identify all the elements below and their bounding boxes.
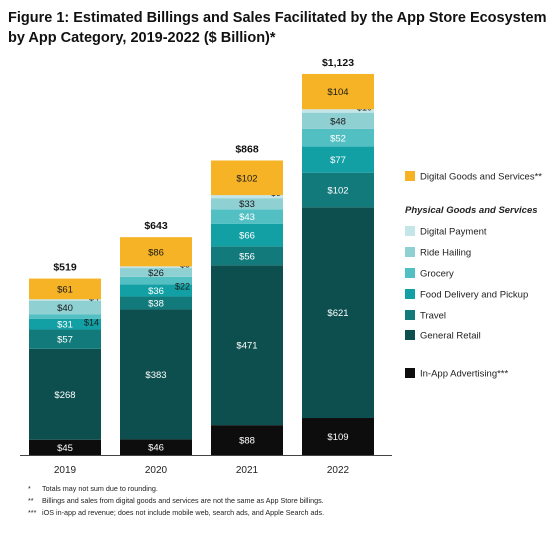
- data-label-grocery-2019: $14: [84, 318, 99, 328]
- data-label-in-app-advertising-2022: $109: [327, 432, 348, 443]
- data-label-in-app-advertising-2021: $88: [239, 436, 255, 447]
- legend-swatch-ride-hailing: [405, 247, 415, 257]
- total-label-2022: $1,123: [322, 57, 354, 69]
- legend-label-travel: Travel: [420, 311, 446, 322]
- total-label-2019: $519: [53, 262, 77, 274]
- data-label-grocery-2021: $43: [239, 212, 255, 223]
- data-label-ride-hailing-2022: $48: [330, 116, 346, 127]
- data-label-general-retail-2019: $268: [54, 390, 75, 401]
- legend-label-food-delivery-and-pickup: Food Delivery and Pickup: [420, 290, 528, 301]
- data-label-grocery-2022: $52: [330, 133, 346, 144]
- data-label-food-delivery-and-pickup-2022: $77: [330, 155, 346, 166]
- bar-segment-digital-payment-2019: [29, 299, 101, 301]
- legend-label-grocery: Grocery: [420, 269, 454, 280]
- legend-swatch-digital-goods-and-services: [405, 171, 415, 181]
- data-label-food-delivery-and-pickup-2019: $31: [57, 320, 73, 331]
- legend-swatch-digital-payment: [405, 226, 415, 236]
- footnote-2-text: Billings and sales from digital goods an…: [42, 496, 324, 505]
- bar-segment-in-app-advertising-2021: [211, 425, 283, 455]
- bar-segment-general-retail-2020: [120, 309, 192, 440]
- footnote-1-text: Totals may not sum due to rounding.: [42, 484, 158, 493]
- footnote-3-mark: ***: [28, 508, 37, 517]
- footnote-3: *** iOS in-app ad revenue; does not incl…: [28, 507, 548, 519]
- bar-segment-digital-payment-2022: [302, 109, 374, 113]
- bar-segment-food-delivery-and-pickup-2019: [29, 318, 101, 330]
- legend-swatch-grocery: [405, 268, 415, 278]
- x-tick-label-2020: 2020: [145, 465, 168, 476]
- legend-label-ride-hailing: Ride Hailing: [420, 248, 471, 259]
- x-tick-label-2021: 2021: [236, 465, 259, 476]
- bar-segment-ride-hailing-2019: [29, 300, 101, 315]
- footnote-1: * Totals may not sum due to rounding.: [28, 483, 548, 495]
- bar-segment-grocery-2019: [29, 314, 101, 319]
- bar-segment-ride-hailing-2022: [302, 112, 374, 129]
- bar-segment-grocery-2020: [120, 276, 192, 285]
- data-label-general-retail-2020: $383: [145, 370, 166, 381]
- bar-segment-food-delivery-and-pickup-2022: [302, 146, 374, 173]
- bar-segment-in-app-advertising-2020: [120, 439, 192, 455]
- bar-segment-digital-goods-and-services-2022: [302, 73, 374, 110]
- data-label-travel-2021: $56: [239, 251, 255, 262]
- data-label-digital-goods-and-services-2019: $61: [57, 284, 73, 295]
- data-label-in-app-advertising-2020: $46: [148, 443, 164, 454]
- bar-segment-ride-hailing-2021: [211, 198, 283, 210]
- data-label-travel-2022: $102: [327, 186, 348, 197]
- chart-title: Figure 1: Estimated Billings and Sales F…: [8, 10, 547, 46]
- x-tick-label-2022: 2022: [327, 465, 350, 476]
- footnotes: * Totals may not sum due to rounding. **…: [28, 483, 548, 519]
- data-label-travel-2019: $57: [57, 335, 73, 346]
- data-label-travel-2020: $38: [148, 298, 164, 309]
- bar-segment-travel-2019: [29, 329, 101, 349]
- total-label-2021: $868: [235, 143, 259, 155]
- bar-segment-digital-goods-and-services-2019: [29, 278, 101, 300]
- bar-segment-general-retail-2019: [29, 348, 101, 440]
- legend-swatch-in-app-advertising: [405, 368, 415, 378]
- bar-segment-digital-goods-and-services-2021: [211, 160, 283, 196]
- data-label-ride-hailing-2020: $26: [148, 268, 164, 279]
- bar-segment-ride-hailing-2020: [120, 268, 192, 277]
- bar-segment-travel-2021: [211, 246, 283, 266]
- bar-segment-digital-goods-and-services-2020: [120, 237, 192, 267]
- data-label-digital-goods-and-services-2020: $86: [148, 247, 164, 258]
- legend-label-digital-goods-and-services: Digital Goods and Services**: [420, 172, 542, 183]
- bar-segment-food-delivery-and-pickup-2021: [211, 223, 283, 247]
- legend-label-digital-payment: Digital Payment: [420, 227, 487, 238]
- bar-segment-general-retail-2022: [302, 207, 374, 419]
- bar-segment-in-app-advertising-2022: [302, 418, 374, 455]
- data-label-food-delivery-and-pickup-2020: $36: [148, 286, 164, 297]
- legend-swatch-food-delivery-and-pickup: [405, 289, 415, 299]
- legend-label-general-retail: General Retail: [420, 331, 481, 342]
- bar-segment-digital-payment-2020: [120, 266, 192, 269]
- data-label-in-app-advertising-2019: $45: [57, 443, 73, 454]
- x-tick-label-2019: 2019: [54, 465, 77, 476]
- bar-segment-travel-2022: [302, 172, 374, 208]
- bar-segment-general-retail-2021: [211, 265, 283, 426]
- bar-segment-travel-2020: [120, 296, 192, 310]
- legend-swatch-travel: [405, 310, 415, 320]
- total-label-2020: $643: [144, 220, 168, 232]
- footnote-2-mark: **: [28, 496, 34, 505]
- bar-segment-grocery-2021: [211, 209, 283, 224]
- data-label-ride-hailing-2021: $33: [239, 199, 255, 210]
- data-label-grocery-2020: $22: [175, 282, 190, 292]
- data-label-digital-goods-and-services-2022: $104: [327, 87, 348, 98]
- legend-swatch-general-retail: [405, 330, 415, 340]
- bar-segment-grocery-2022: [302, 128, 374, 147]
- data-label-food-delivery-and-pickup-2021: $66: [239, 231, 255, 242]
- footnote-3-text: iOS in-app ad revenue; does not include …: [42, 508, 325, 517]
- data-label-general-retail-2021: $471: [236, 341, 257, 352]
- data-label-general-retail-2022: $621: [327, 308, 348, 319]
- footnote-1-mark: *: [28, 484, 31, 493]
- data-label-digital-goods-and-services-2021: $102: [236, 173, 257, 184]
- footnote-2: ** Billings and sales from digital goods…: [28, 495, 548, 507]
- bar-segment-in-app-advertising-2019: [29, 439, 101, 455]
- bar-segment-digital-payment-2021: [211, 195, 283, 199]
- legend-group-heading: Physical Goods and Services: [405, 205, 538, 216]
- legend-label-in-app-advertising: In-App Advertising***: [420, 369, 508, 380]
- bar-segment-food-delivery-and-pickup-2020: [120, 284, 192, 297]
- data-label-ride-hailing-2019: $40: [57, 303, 73, 314]
